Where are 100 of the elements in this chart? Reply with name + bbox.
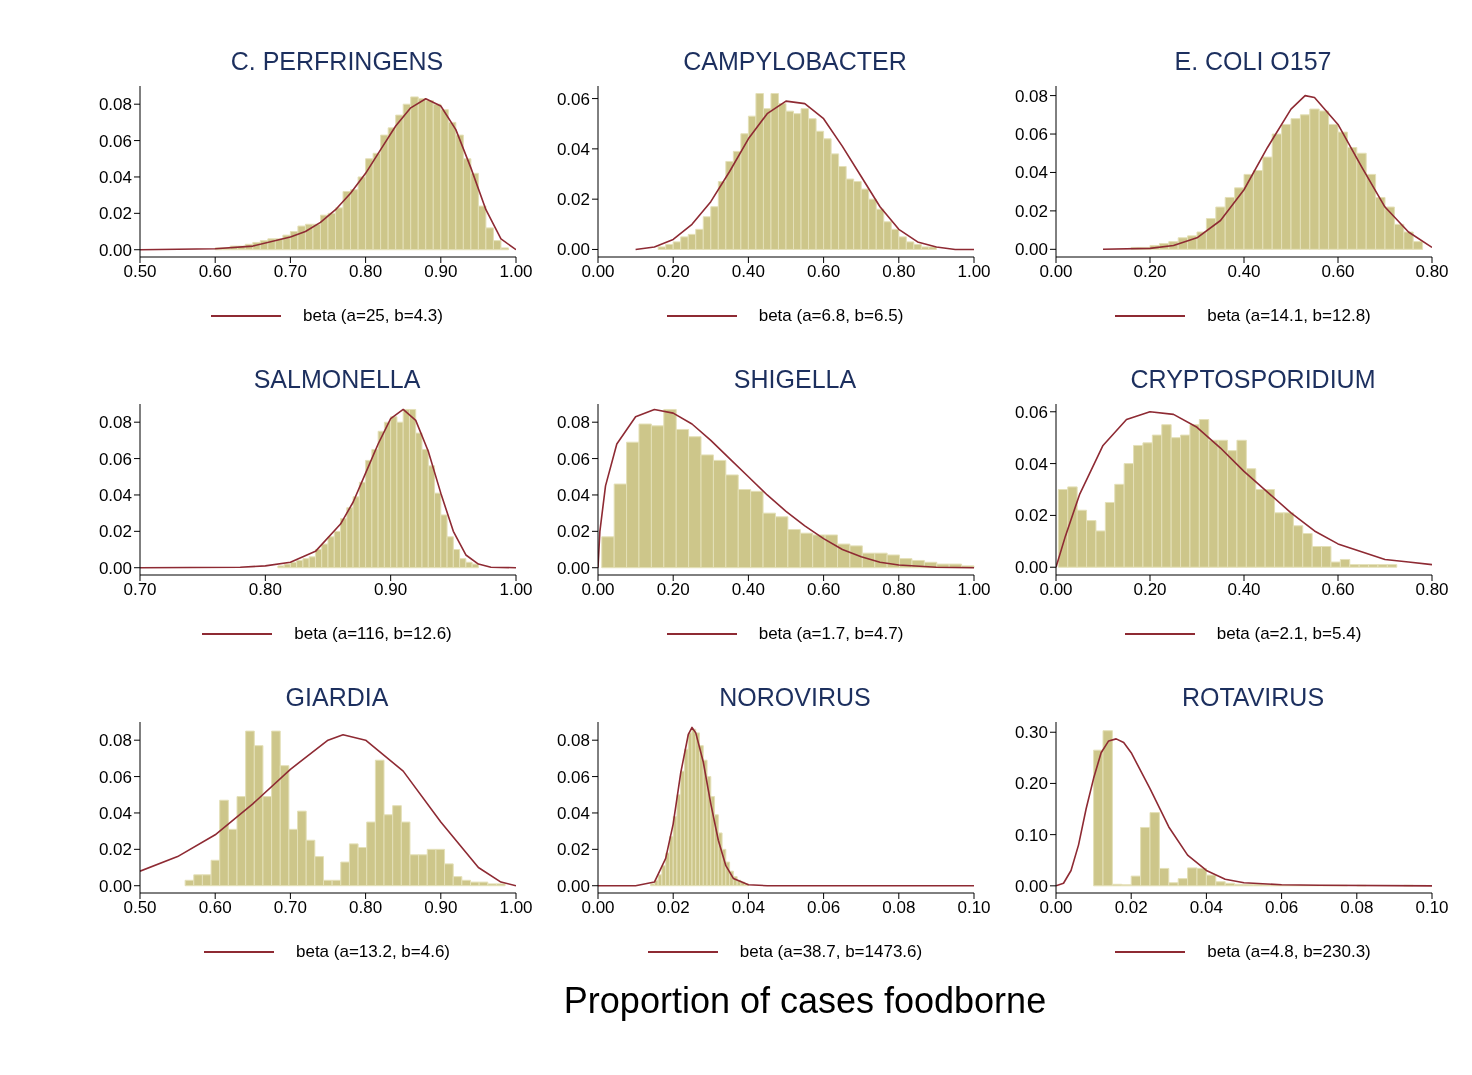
- x-tick-label: 0.20: [656, 580, 690, 600]
- y-tick-label: 0.00: [556, 558, 590, 578]
- y-tick-label: 0.00: [98, 240, 132, 260]
- x-tick-label: 1.00: [499, 898, 533, 918]
- x-tick-label: 0.20: [1133, 262, 1167, 282]
- y-tick-label: 0.06: [556, 89, 590, 109]
- x-tick-label: 1.00: [499, 580, 533, 600]
- x-tick-label: 0.00: [1039, 262, 1073, 282]
- y-tick-label: 0.04: [1014, 163, 1048, 183]
- x-tick-label: 0.00: [581, 580, 615, 600]
- x-tick-label: 0.80: [349, 898, 383, 918]
- y-tick-label: 0.00: [1014, 558, 1048, 578]
- x-tick-label: 0.20: [1133, 580, 1167, 600]
- x-tick-label: 0.80: [349, 262, 383, 282]
- x-tick-label: 0.60: [807, 580, 841, 600]
- y-tick-label: 0.04: [98, 167, 132, 187]
- x-tick-label: 0.02: [656, 898, 690, 918]
- y-tick-label: 0.02: [98, 840, 132, 860]
- legend-label: beta (a=25, b=4.3): [303, 306, 443, 326]
- y-tick-label: 0.06: [98, 131, 132, 151]
- y-tick-label: 0.08: [98, 413, 132, 433]
- y-tick-label: 0.00: [556, 876, 590, 896]
- x-tick-label: 0.70: [273, 262, 307, 282]
- y-tick-label: 0.06: [1014, 402, 1048, 422]
- y-tick-label: 0.00: [98, 558, 132, 578]
- y-tick-label: 0.06: [98, 449, 132, 469]
- y-tick-label: 0.04: [1014, 454, 1048, 474]
- y-tick-label: 0.20: [1014, 774, 1048, 794]
- x-tick-label: 0.90: [424, 262, 458, 282]
- y-tick-label: 0.06: [556, 767, 590, 787]
- x-tick-label: 0.40: [1227, 580, 1261, 600]
- x-tick-label: 0.90: [374, 580, 408, 600]
- x-tick-label: 0.00: [581, 898, 615, 918]
- x-tick-label: 0.00: [1039, 898, 1073, 918]
- x-tick-label: 0.70: [273, 898, 307, 918]
- legend-label: beta (a=38.7, b=1473.6): [739, 942, 923, 962]
- legend-label: beta (a=4.8, b=230.3): [1207, 942, 1371, 962]
- x-tick-label: 0.06: [807, 898, 841, 918]
- y-tick-label: 0.04: [98, 803, 132, 823]
- y-tick-label: 0.10: [1014, 825, 1048, 845]
- x-tick-label: 1.00: [957, 580, 991, 600]
- y-tick-label: 0.08: [98, 95, 132, 115]
- legend-label: beta (a=14.1, b=12.8): [1207, 306, 1371, 326]
- x-tick-label: 0.50: [123, 262, 157, 282]
- chart-title: C. PERFRINGENS: [229, 46, 445, 77]
- x-tick-label: 0.04: [731, 898, 765, 918]
- x-tick-label: 0.80: [882, 580, 916, 600]
- x-tick-label: 0.80: [1415, 262, 1449, 282]
- chart-title: CAMPYLOBACTER: [682, 46, 908, 77]
- y-tick-label: 0.00: [1014, 240, 1048, 260]
- chart-title: SALMONELLA: [252, 364, 422, 395]
- y-tick-label: 0.04: [98, 485, 132, 505]
- y-tick-label: 0.04: [556, 139, 590, 159]
- y-tick-label: 0.30: [1014, 723, 1048, 743]
- x-tick-label: 1.00: [957, 262, 991, 282]
- chart-title: CRYPTOSPORIDIUM: [1129, 364, 1377, 395]
- x-tick-label: 0.80: [882, 262, 916, 282]
- x-tick-label: 0.08: [882, 898, 916, 918]
- y-tick-label: 0.08: [556, 413, 590, 433]
- y-tick-label: 0.08: [556, 731, 590, 751]
- x-tick-label: 0.60: [807, 262, 841, 282]
- y-tick-label: 0.02: [1014, 201, 1048, 221]
- x-tick-label: 0.70: [123, 580, 157, 600]
- y-tick-label: 0.02: [556, 522, 590, 542]
- legend-label: beta (a=13.2, b=4.6): [295, 942, 451, 962]
- legend-label: beta (a=2.1, b=5.4): [1216, 624, 1362, 644]
- x-tick-label: 0.60: [1321, 262, 1355, 282]
- chart-title: GIARDIA: [284, 682, 390, 713]
- x-tick-label: 0.08: [1340, 898, 1374, 918]
- chart-title: E. COLI O157: [1173, 46, 1333, 77]
- x-tick-label: 0.04: [1189, 898, 1223, 918]
- y-tick-label: 0.02: [1014, 506, 1048, 526]
- x-tick-label: 0.50: [123, 898, 157, 918]
- y-tick-label: 0.00: [556, 240, 590, 260]
- x-tick-label: 0.20: [656, 262, 690, 282]
- y-tick-label: 0.00: [1014, 876, 1048, 896]
- x-tick-label: 0.06: [1265, 898, 1299, 918]
- y-tick-label: 0.02: [98, 522, 132, 542]
- y-tick-label: 0.06: [98, 767, 132, 787]
- x-tick-label: 0.40: [731, 580, 765, 600]
- x-tick-label: 0.40: [1227, 262, 1261, 282]
- x-tick-label: 0.00: [581, 262, 615, 282]
- y-tick-label: 0.04: [556, 485, 590, 505]
- y-tick-label: 0.02: [556, 190, 590, 210]
- x-tick-label: 0.00: [1039, 580, 1073, 600]
- y-tick-label: 0.08: [1014, 86, 1048, 106]
- x-axis-title: Proportion of cases foodborne: [562, 980, 1048, 1022]
- x-tick-label: 0.90: [424, 898, 458, 918]
- y-tick-label: 0.02: [98, 204, 132, 224]
- y-tick-label: 0.00: [98, 876, 132, 896]
- x-tick-label: 0.02: [1114, 898, 1148, 918]
- chart-title: SHIGELLA: [732, 364, 858, 395]
- legend-label: beta (a=1.7, b=4.7): [758, 624, 904, 644]
- y-tick-label: 0.06: [1014, 125, 1048, 145]
- x-tick-label: 0.60: [1321, 580, 1355, 600]
- y-tick-label: 0.02: [556, 840, 590, 860]
- y-tick-label: 0.08: [98, 731, 132, 751]
- x-tick-label: 1.00: [499, 262, 533, 282]
- x-tick-label: 0.10: [1415, 898, 1449, 918]
- y-tick-label: 0.06: [556, 449, 590, 469]
